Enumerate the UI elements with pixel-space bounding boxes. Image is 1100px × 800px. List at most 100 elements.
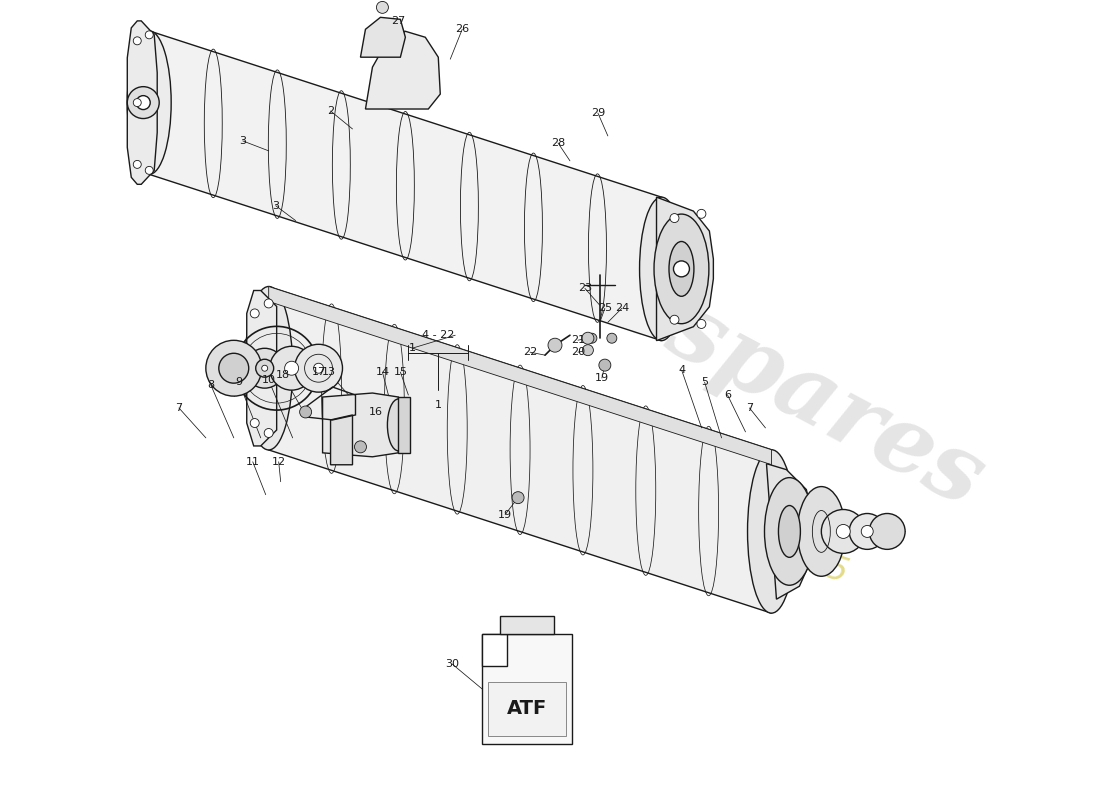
Text: 19: 19 [498, 510, 513, 520]
Text: 23: 23 [578, 283, 592, 294]
Text: 13: 13 [321, 367, 336, 377]
Circle shape [299, 406, 311, 418]
Text: 19: 19 [595, 373, 609, 383]
Polygon shape [268, 286, 771, 613]
Text: 12: 12 [272, 457, 286, 466]
Text: 1: 1 [434, 400, 442, 410]
Text: 8: 8 [207, 380, 215, 390]
Ellipse shape [387, 399, 409, 451]
Text: 2: 2 [327, 106, 334, 116]
Text: ATF: ATF [507, 699, 547, 718]
Circle shape [133, 98, 141, 106]
Circle shape [836, 525, 850, 538]
Polygon shape [268, 286, 771, 465]
Text: a passion since 1985: a passion since 1985 [507, 450, 851, 590]
Ellipse shape [748, 450, 795, 613]
Circle shape [206, 340, 262, 396]
Text: 28: 28 [551, 138, 565, 148]
Ellipse shape [764, 478, 814, 586]
Circle shape [354, 441, 366, 453]
Text: 7: 7 [175, 403, 183, 413]
Circle shape [145, 166, 153, 174]
Circle shape [270, 346, 314, 390]
Circle shape [376, 2, 388, 14]
Polygon shape [365, 31, 440, 109]
Polygon shape [246, 290, 277, 446]
Ellipse shape [128, 31, 172, 174]
Circle shape [133, 161, 141, 168]
Ellipse shape [798, 486, 845, 576]
Circle shape [607, 334, 617, 343]
Ellipse shape [639, 197, 683, 341]
Polygon shape [398, 397, 410, 453]
Text: 25: 25 [597, 303, 612, 314]
Text: 4: 4 [678, 365, 685, 375]
Text: 6: 6 [724, 390, 732, 400]
Ellipse shape [654, 214, 708, 324]
Circle shape [264, 299, 273, 308]
Polygon shape [150, 31, 661, 341]
Text: 24: 24 [615, 303, 629, 314]
Text: 29: 29 [591, 108, 605, 118]
Polygon shape [767, 464, 813, 599]
Polygon shape [482, 634, 572, 744]
Circle shape [587, 334, 597, 343]
Text: 16: 16 [368, 407, 383, 417]
Circle shape [861, 526, 873, 538]
Circle shape [670, 315, 679, 324]
Text: 7: 7 [746, 403, 754, 413]
Text: 14: 14 [375, 367, 389, 377]
Circle shape [670, 214, 679, 222]
Text: 5: 5 [701, 377, 708, 387]
Circle shape [513, 492, 524, 504]
Circle shape [697, 210, 706, 218]
Text: 9: 9 [235, 377, 242, 387]
Polygon shape [482, 634, 507, 666]
Circle shape [250, 309, 260, 318]
Text: 10: 10 [262, 375, 276, 385]
Circle shape [145, 31, 153, 39]
Text: 1: 1 [409, 343, 416, 353]
Polygon shape [657, 197, 714, 341]
Circle shape [869, 514, 905, 550]
Circle shape [598, 359, 611, 371]
Text: 30: 30 [446, 659, 459, 669]
Text: 3: 3 [240, 136, 246, 146]
Text: 18: 18 [276, 370, 289, 380]
Text: 26: 26 [455, 24, 470, 34]
Circle shape [697, 319, 706, 329]
Circle shape [673, 261, 690, 277]
Circle shape [548, 338, 562, 352]
Circle shape [262, 366, 267, 371]
Text: 20: 20 [571, 347, 585, 357]
Circle shape [219, 354, 249, 383]
Polygon shape [500, 616, 554, 634]
Circle shape [250, 418, 260, 427]
Polygon shape [322, 393, 398, 457]
Ellipse shape [244, 286, 293, 450]
Circle shape [582, 345, 593, 356]
Ellipse shape [669, 242, 694, 296]
Circle shape [244, 348, 285, 388]
Text: 11: 11 [245, 457, 260, 466]
Ellipse shape [779, 506, 801, 558]
Text: eurospares: eurospares [440, 173, 999, 527]
Text: 15: 15 [394, 367, 407, 377]
Circle shape [849, 514, 886, 550]
Circle shape [136, 96, 151, 110]
Text: 3: 3 [272, 201, 279, 210]
Text: 27: 27 [392, 16, 406, 26]
Text: 21: 21 [571, 335, 585, 346]
Circle shape [264, 429, 273, 438]
Circle shape [128, 86, 160, 118]
Text: 4 - 22: 4 - 22 [422, 330, 454, 340]
Circle shape [255, 359, 274, 377]
Circle shape [295, 344, 342, 392]
Circle shape [285, 362, 298, 375]
Circle shape [314, 363, 323, 374]
Text: 22: 22 [522, 347, 537, 357]
Circle shape [133, 37, 141, 45]
Polygon shape [361, 18, 406, 57]
Polygon shape [331, 415, 352, 465]
Text: 17: 17 [311, 367, 326, 377]
